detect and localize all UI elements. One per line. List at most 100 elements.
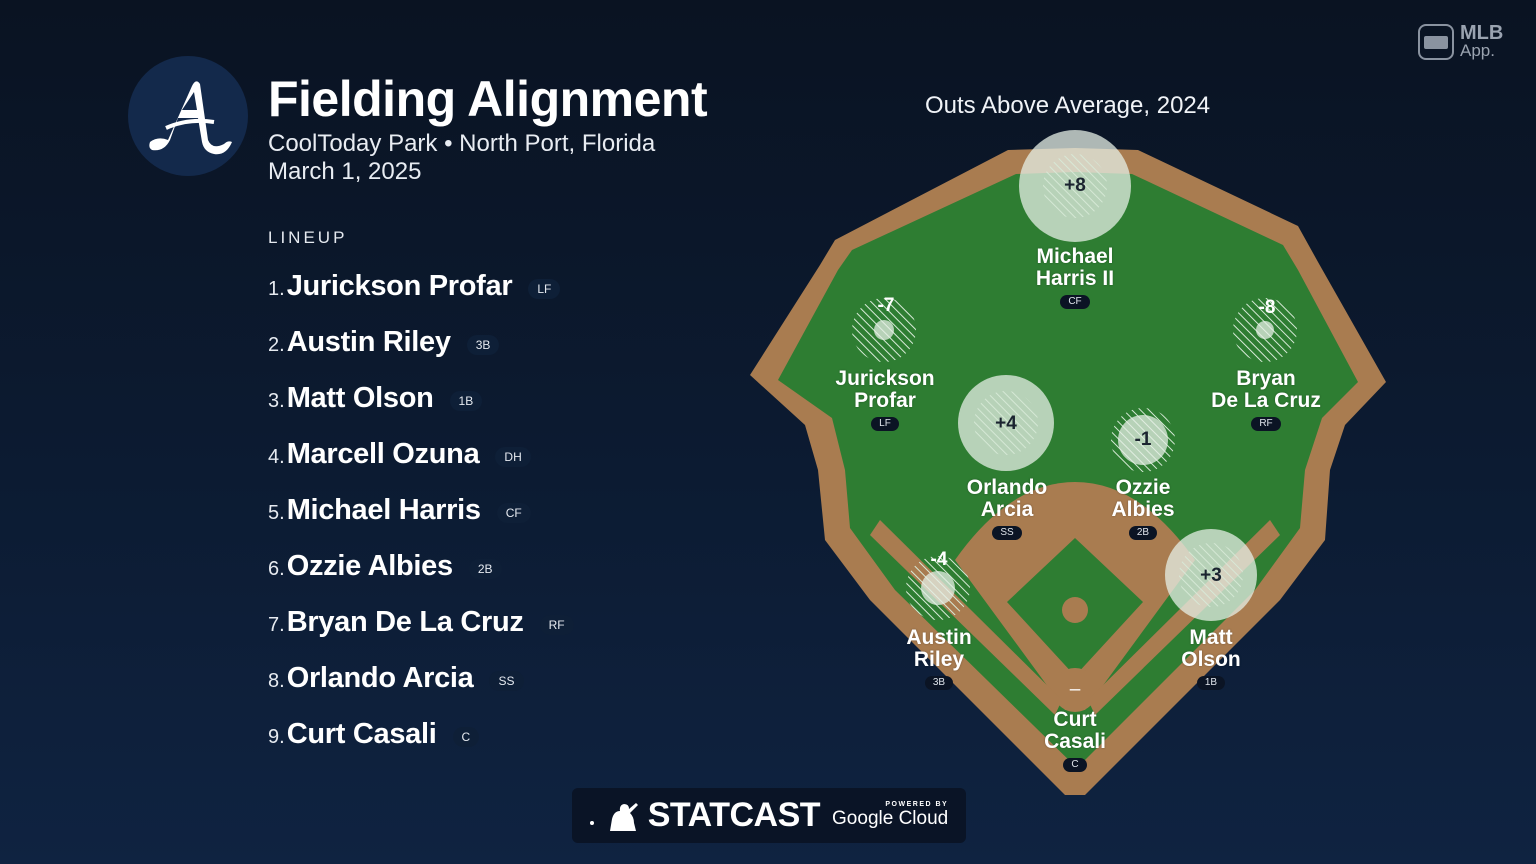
field-player-name-line2: Albies (1111, 498, 1175, 521)
field-player-c: Curt Casali C (975, 709, 1175, 772)
oaa-value-lf: -7 (877, 295, 895, 316)
player-name: Austin Riley (286, 325, 451, 358)
field-player-name-line2: Casali (1044, 730, 1106, 753)
oaa-value-3b: -4 (930, 549, 948, 570)
home-plate-circle (1053, 668, 1097, 712)
field-player-name-line1: Orlando (966, 476, 1048, 499)
mlb-app-logo: MLB App. (1418, 22, 1504, 60)
mlb-batter-icon (609, 802, 638, 831)
lineup-item: 2. Austin Riley 3B (268, 314, 574, 370)
field-player-name-line2: Harris II (1035, 267, 1115, 290)
batting-order: 1. (268, 277, 285, 300)
field-player-name-line2: Profar (854, 389, 916, 412)
position-badge: 3B (466, 335, 500, 355)
oaa-value-2b: -1 (1134, 429, 1152, 450)
braves-a-logo-icon (149, 81, 232, 155)
oaa-bubble-3b (906, 556, 970, 620)
field-player-name-line1: Austin (906, 626, 972, 649)
pitchers-mound (1062, 597, 1088, 623)
team-logo (128, 56, 248, 176)
venue: CoolToday Park • North Port, Florida (268, 130, 656, 157)
batting-order: 9. (268, 725, 285, 748)
player-name: Orlando Arcia (286, 661, 474, 694)
lineup-item: 7. Bryan De La Cruz RF (268, 594, 574, 650)
field-player-rf: Bryan De La Cruz RF (1166, 368, 1366, 431)
player-name: Michael Harris (286, 493, 481, 526)
player-name: Bryan De La Cruz (286, 605, 524, 638)
lineup-item: 6. Ozzie Albies 2B (268, 538, 574, 594)
player-name: Matt Olson (286, 381, 434, 414)
oaa-value-ss: +4 (995, 413, 1017, 434)
field-player-cf: Michael Harris II CF (975, 246, 1175, 309)
position-badge: LF (528, 279, 561, 299)
lineup-item: 4. Marcell Ozuna DH (268, 426, 574, 482)
game-date: March 1, 2025 (268, 158, 422, 185)
lineup-item: 1. Jurickson Profar LF (268, 258, 574, 314)
position-badge: C (1063, 758, 1087, 772)
position-badge: 2B (1128, 526, 1158, 540)
lineup-item: 3. Matt Olson 1B (268, 370, 574, 426)
oaa-bubble-ss (958, 375, 1054, 471)
position-badge: RF (1251, 417, 1281, 431)
mlb-logo-icon (1418, 24, 1454, 60)
oaa-value-c: – (1069, 679, 1081, 700)
oaa-bubble-1b (1165, 529, 1257, 621)
lineup-list: 1. Jurickson Profar LF 2. Austin Riley 3B 3.… (268, 258, 574, 762)
dot-icon (589, 820, 594, 825)
lineup-item: 8. Orlando Arcia SS (268, 650, 574, 706)
batting-order: 4. (268, 445, 285, 468)
oaa-bubble-2b (1111, 408, 1175, 472)
position-badge: DH (495, 447, 531, 467)
field-player-3b: Austin Riley 3B (839, 627, 1039, 690)
oaa-title: Outs Above Average, 2024 (925, 92, 1211, 119)
position-badge: C (452, 727, 480, 747)
field-player-name-line2: De La Cruz (1211, 389, 1321, 412)
field-player-name-line2: Arcia (980, 498, 1034, 521)
mlb-app-line1: MLB (1460, 22, 1504, 44)
field-player-lf: Jurickson Profar LF (785, 368, 985, 431)
field-player-name-line2: Riley (913, 648, 965, 671)
statcast-wordmark: STATCAST (647, 796, 821, 834)
oaa-bubble-cf (1019, 130, 1131, 242)
field-player-name-line1: Ozzie (1115, 476, 1171, 499)
field-player-name-line2: Olson (1181, 648, 1241, 671)
powered-by-label: POWERED BY (885, 801, 949, 808)
mlb-app-line2: App. (1460, 41, 1495, 60)
page-title: Fielding Alignment (268, 71, 708, 127)
field-player-name-line1: Michael (1036, 245, 1114, 268)
position-badge: SS (489, 671, 524, 691)
position-badge: SS (992, 526, 1022, 540)
player-name: Ozzie Albies (286, 549, 453, 582)
batting-order: 2. (268, 333, 285, 356)
venue-and-date: CoolToday Park • North Port, Florida Mar… (268, 130, 655, 186)
batting-order: 6. (268, 557, 285, 580)
position-badge: LF (871, 417, 899, 431)
oaa-value-cf: +8 (1064, 175, 1086, 196)
field-player-name-line1: Matt (1189, 626, 1233, 649)
oaa-value-rf: -8 (1258, 297, 1276, 318)
field-player-name-line1: Bryan (1236, 367, 1296, 390)
player-name: Curt Casali (286, 717, 437, 750)
field-player-2b: Ozzie Albies 2B (1043, 477, 1243, 540)
google-cloud-wordmark: Google Cloud (832, 808, 949, 829)
position-badge: 2B (468, 559, 502, 579)
oaa-bubble-lf (852, 298, 916, 362)
field-player-ss: Orlando Arcia SS (907, 477, 1107, 540)
field-player-name-line1: Curt (1053, 708, 1097, 731)
lineup-item: 9. Curt Casali C (268, 706, 574, 762)
position-badge: 1B (1196, 676, 1226, 690)
oaa-bubble-rf (1233, 298, 1297, 362)
position-badge: 1B (449, 391, 483, 411)
position-badge: 3B (924, 676, 954, 690)
position-badge: CF (496, 503, 531, 523)
position-badge: CF (1060, 295, 1090, 309)
player-name: Jurickson Profar (286, 269, 513, 302)
field-player-name-line1: Jurickson (835, 367, 935, 390)
oaa-value-1b: +3 (1200, 565, 1222, 586)
batting-order: 7. (268, 613, 285, 636)
batting-order: 3. (268, 389, 285, 412)
player-name: Marcell Ozuna (286, 437, 480, 470)
position-badge: RF (539, 615, 574, 635)
batting-order: 5. (268, 501, 285, 524)
